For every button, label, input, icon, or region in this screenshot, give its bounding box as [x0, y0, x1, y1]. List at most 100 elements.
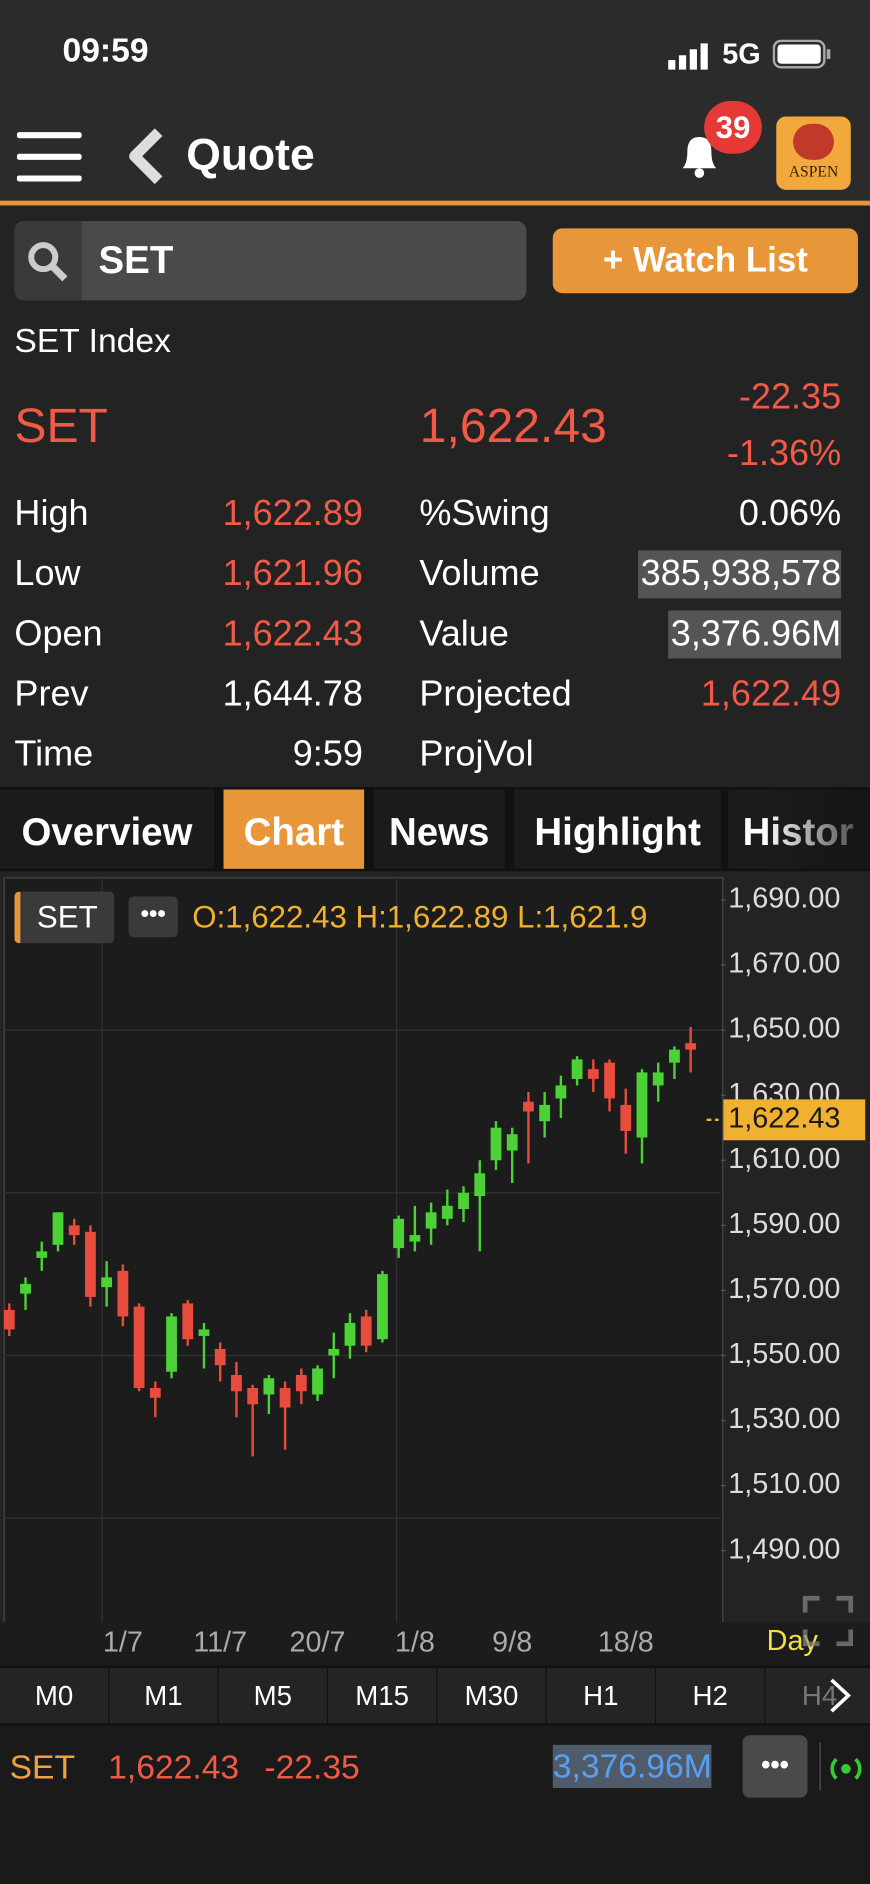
field-label: Low — [14, 553, 81, 594]
candle-body — [685, 1043, 697, 1050]
connection-icon — [819, 1742, 862, 1791]
candle-body — [458, 1192, 469, 1210]
candle-body — [506, 1134, 518, 1151]
period[interactable]: Day — [766, 1624, 818, 1658]
tab[interactable]: Overview — [0, 789, 214, 869]
x-axis-bg — [0, 1622, 870, 1666]
timeframe[interactable]: M5 — [218, 1667, 327, 1724]
back-button[interactable] — [123, 127, 166, 185]
candle-body — [295, 1374, 307, 1392]
candle-body — [166, 1316, 177, 1372]
fullscreen-button[interactable] — [802, 1595, 854, 1647]
quote-change-pct: -1.36% — [726, 433, 842, 474]
candle-body — [312, 1368, 323, 1395]
tab[interactable]: News — [373, 789, 505, 869]
candle-body — [490, 1127, 502, 1161]
y-tick-label: 1,550.00 — [728, 1338, 840, 1370]
notification-badge: 39 — [704, 100, 762, 154]
y-tick-label: 1,530.00 — [728, 1403, 840, 1435]
footer-more[interactable]: ••• — [742, 1735, 808, 1798]
candle-body — [133, 1306, 145, 1388]
field-label: %Swing — [419, 493, 550, 534]
candle-body — [409, 1235, 421, 1242]
candle-body — [425, 1212, 437, 1229]
logo-text: ASPEN — [788, 162, 839, 181]
timeframe[interactable]: M1 — [109, 1667, 218, 1724]
watch-list-button[interactable]: + Watch List — [552, 228, 858, 294]
chart-area — [3, 877, 724, 1625]
timeframe[interactable]: M15 — [328, 1667, 437, 1724]
x-tick-label: 18/8 — [598, 1626, 654, 1658]
field-value: 385,938,578 — [638, 550, 842, 599]
candle-body — [117, 1270, 129, 1317]
field-value: 3,376.96M — [668, 610, 842, 659]
field-value: 0.06% — [738, 493, 842, 534]
timeframe[interactable]: M0 — [0, 1667, 109, 1724]
menu-button[interactable] — [16, 130, 84, 185]
more-chip[interactable]: ••• — [128, 896, 178, 938]
candle-body — [198, 1329, 210, 1336]
field-label: Time — [14, 734, 94, 774]
footer — [0, 1725, 870, 1884]
footer-symbol: SET — [9, 1748, 76, 1786]
y-tick-label: 1,650.00 — [728, 1013, 840, 1045]
tab[interactable]: Highlight — [514, 789, 721, 869]
candle-body — [231, 1374, 242, 1392]
candle-body — [214, 1348, 226, 1366]
y-tick-label: 1,670.00 — [728, 948, 840, 980]
candle-body — [636, 1072, 648, 1138]
tab-active[interactable]: Chart — [223, 789, 365, 869]
quote-name: SET Index — [14, 322, 171, 360]
page-title: Quote — [186, 129, 315, 180]
field-label: Projected — [419, 674, 572, 714]
field-value: 1,621.96 — [222, 553, 363, 594]
candle-body — [344, 1322, 356, 1346]
battery — [772, 39, 831, 69]
clock: 09:59 — [62, 31, 149, 69]
candle-body — [555, 1085, 567, 1099]
y-tick-label: 1,510.00 — [728, 1468, 840, 1500]
candle-body — [101, 1277, 113, 1288]
ohlc-open: O:1,622.43 — [192, 898, 347, 935]
network: 5G — [722, 38, 761, 71]
quote-symbol: SET — [14, 400, 108, 454]
symbol-chip[interactable]: SET — [14, 891, 115, 944]
candle-body — [149, 1387, 161, 1398]
timeframe[interactable]: H4 — [765, 1667, 870, 1724]
ohlc-header: O:1,622.43 H:1,622.89 L:1,621.9 — [192, 899, 721, 936]
search-box[interactable] — [14, 221, 527, 301]
candle-body — [620, 1104, 632, 1131]
candle-body — [377, 1274, 388, 1340]
field-value: 1,622.49 — [700, 674, 842, 714]
candle-body — [36, 1251, 48, 1258]
last-price-badge — [723, 1099, 866, 1141]
field-value: 1,622.43 — [222, 614, 363, 654]
candle-body — [360, 1316, 372, 1346]
x-tick-label: 11/7 — [193, 1626, 247, 1658]
bell[interactable] — [675, 130, 723, 180]
candle-body — [247, 1387, 259, 1405]
candle-body — [393, 1218, 405, 1249]
scroll-arrow[interactable] — [822, 1675, 858, 1716]
timeframe[interactable]: M30 — [437, 1667, 546, 1724]
timeframe[interactable]: H2 — [656, 1667, 765, 1724]
field-label: Value — [419, 614, 509, 654]
y-tick-label: 1,590.00 — [728, 1208, 840, 1240]
timeframe[interactable]: H1 — [546, 1667, 655, 1724]
x-tick-label: 9/8 — [492, 1626, 532, 1658]
field-label: High — [14, 493, 89, 534]
candle-body — [571, 1059, 583, 1079]
logo[interactable]: ASPEN — [776, 116, 851, 190]
search-text: SET — [98, 237, 174, 282]
candle-body — [68, 1225, 80, 1236]
y-tick-label: 1,490.00 — [728, 1533, 840, 1565]
field-value: 1,644.78 — [222, 674, 363, 714]
field-label: Open — [14, 614, 103, 654]
y-tick-label: 1,690.00 — [728, 883, 840, 915]
candle-body — [20, 1283, 31, 1294]
candle-body — [328, 1348, 340, 1356]
ohlc-low: L:1,621.9 — [517, 898, 648, 935]
candle-body — [182, 1303, 194, 1340]
candle-body — [652, 1072, 664, 1086]
